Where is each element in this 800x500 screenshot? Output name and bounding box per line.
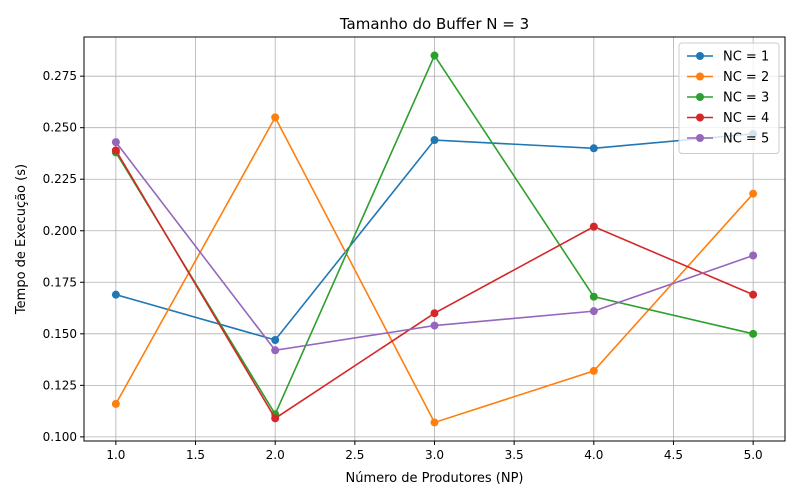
- x-tick-label: 3.0: [425, 448, 444, 462]
- data-point: [589, 307, 598, 316]
- data-point: [111, 399, 120, 408]
- x-axis-label: Número de Produtores (NP): [346, 471, 524, 486]
- data-point: [749, 290, 758, 299]
- legend-marker: [696, 93, 704, 101]
- data-point: [111, 290, 120, 299]
- series-nc-2: [111, 113, 758, 427]
- data-point: [589, 292, 598, 301]
- legend: NC = 1 NC = 2 NC = 3 NC = 4 NC = 5: [678, 42, 780, 154]
- x-tick-label: 5.0: [744, 448, 763, 462]
- legend-item: NC = 3: [687, 91, 769, 106]
- data-point: [589, 366, 598, 375]
- x-tick-label: 3.5: [505, 448, 524, 462]
- x-tick-label: 1.5: [186, 448, 205, 462]
- legend-item: NC = 2: [687, 70, 769, 85]
- y-tick-label: 0.225: [43, 172, 77, 186]
- y-tick-label: 0.125: [43, 378, 77, 392]
- data-point: [749, 251, 758, 260]
- legend-item: NC = 4: [687, 111, 769, 126]
- data-point: [271, 414, 280, 423]
- legend-item: NC = 1: [687, 50, 769, 65]
- legend-label: NC = 5: [723, 132, 769, 147]
- data-point: [111, 138, 120, 147]
- series-layer: [111, 51, 758, 427]
- data-point: [430, 418, 439, 427]
- series-nc-5: [111, 138, 758, 355]
- data-point: [430, 309, 439, 318]
- data-point: [430, 51, 439, 60]
- x-tick-label: 2.0: [266, 448, 285, 462]
- ticks: 1.0 1.5 2.0 2.5 3.0 3.5 4.0 4.5 5.0 0.100 0.125 0.1…: [43, 69, 763, 462]
- data-point: [430, 321, 439, 330]
- legend-item: NC = 5: [687, 132, 769, 147]
- legend-marker: [696, 72, 704, 81]
- x-tick-label: 4.0: [584, 448, 603, 462]
- legend-label: NC = 1: [723, 50, 769, 65]
- legend-label: NC = 4: [723, 111, 769, 126]
- data-point: [111, 146, 120, 155]
- y-axis-label: Tempo de Execução (s): [14, 164, 29, 315]
- series-nc-4: [111, 146, 758, 423]
- data-point: [589, 222, 598, 231]
- data-point: [749, 329, 758, 338]
- data-point: [430, 136, 439, 145]
- y-tick-label: 0.250: [43, 121, 77, 135]
- legend-marker: [696, 52, 704, 60]
- legend-label: NC = 3: [723, 91, 769, 106]
- x-tick-label: 2.5: [345, 448, 364, 462]
- y-tick-label: 0.100: [43, 430, 77, 444]
- data-point: [271, 113, 280, 122]
- chart-title: Tamanho do Buffer N = 3: [339, 15, 529, 33]
- data-point: [589, 144, 598, 153]
- legend-marker: [696, 134, 704, 142]
- legend-box: [678, 42, 780, 154]
- y-tick-label: 0.150: [43, 327, 77, 341]
- y-tick-label: 0.200: [43, 224, 77, 238]
- data-point: [749, 189, 758, 198]
- data-point: [271, 346, 280, 355]
- data-point: [271, 336, 280, 344]
- y-tick-label: 0.275: [43, 69, 77, 83]
- x-tick-label: 4.5: [664, 448, 683, 462]
- x-tick-label: 1.0: [106, 448, 125, 462]
- legend-label: NC = 2: [723, 70, 769, 85]
- y-tick-label: 0.175: [43, 275, 77, 289]
- legend-marker: [696, 113, 704, 122]
